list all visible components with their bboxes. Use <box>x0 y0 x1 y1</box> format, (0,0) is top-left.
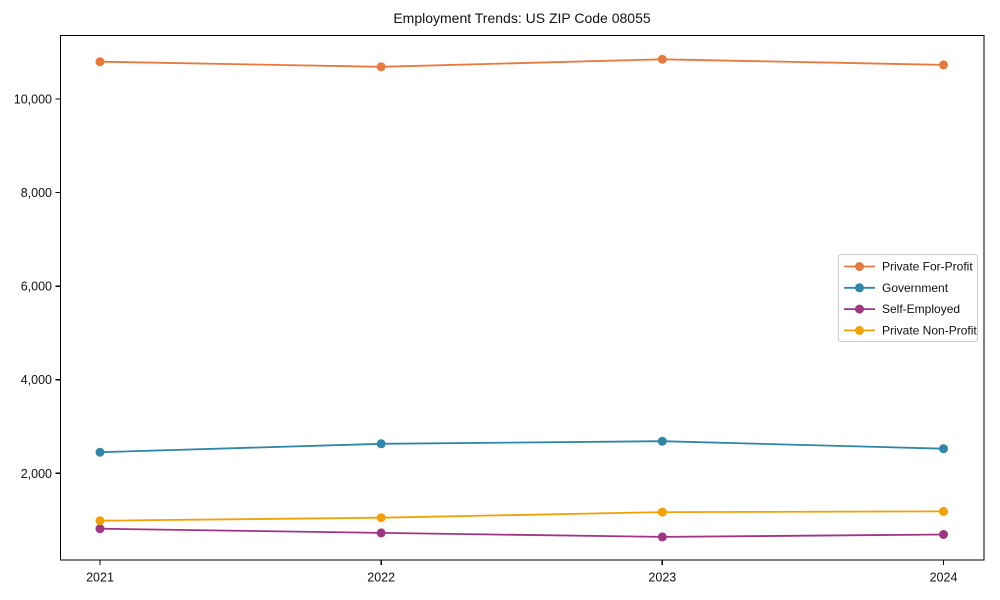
data-point-marker <box>939 60 948 70</box>
series-private-for-profit <box>95 54 948 72</box>
x-axis-tick-label: 2023 <box>648 571 676 585</box>
x-axis-tick-label: 2024 <box>930 571 958 585</box>
legend-marker-dot <box>855 283 864 293</box>
y-axis-tick-label: 6,000 <box>21 280 52 294</box>
series-line <box>99 510 945 522</box>
data-point-marker <box>939 444 948 454</box>
legend-marker-dot <box>855 304 864 314</box>
data-point-marker <box>95 516 105 526</box>
legend-item: Self-Employed <box>844 302 960 316</box>
chart-title: Employment Trends: US ZIP Code 08055 <box>393 10 651 26</box>
data-point-marker <box>376 513 386 523</box>
legend-label: Private Non-Profit <box>882 323 977 337</box>
legend-item: Government <box>844 281 949 295</box>
x-axis-tick-label: 2021 <box>86 571 114 585</box>
legend-marker-dot <box>855 262 864 271</box>
legend-item: Private For-Profit <box>844 260 973 274</box>
data-point-marker <box>939 506 948 516</box>
y-axis-tick-label: 2,000 <box>21 467 52 481</box>
data-point-marker <box>376 528 386 538</box>
series-private-non-profit <box>95 506 948 526</box>
legend: Private For-Profit Government Self-Employe… <box>838 254 978 342</box>
data-point-marker <box>657 436 667 446</box>
data-point-marker <box>95 524 105 534</box>
legend-background <box>838 254 978 342</box>
data-point-marker <box>376 62 386 72</box>
data-point-marker <box>95 57 105 67</box>
legend-label: Government <box>882 281 949 295</box>
x-axis-tick-label: 2022 <box>367 571 395 585</box>
data-point-marker <box>657 54 667 64</box>
data-point-marker <box>657 507 667 517</box>
y-axis-tick-label: 4,000 <box>21 373 52 387</box>
plot-area-border <box>59 34 985 561</box>
series-line <box>99 527 945 538</box>
series-government <box>95 436 948 457</box>
data-point-marker <box>95 447 105 457</box>
data-point-marker <box>376 439 386 449</box>
legend-item: Private Non-Profit <box>844 323 977 337</box>
y-axis-tick-label: 10,000 <box>14 93 52 107</box>
data-point-marker <box>657 532 667 542</box>
series-line <box>99 58 945 68</box>
data-point-marker <box>939 530 948 539</box>
series-self-employed <box>95 524 948 542</box>
legend-label: Self-Employed <box>882 302 960 316</box>
y-axis-tick-label: 8,000 <box>21 186 52 200</box>
series-line <box>99 440 945 454</box>
legend-label: Private For-Profit <box>882 260 973 274</box>
legend-marker-dot <box>855 325 864 335</box>
